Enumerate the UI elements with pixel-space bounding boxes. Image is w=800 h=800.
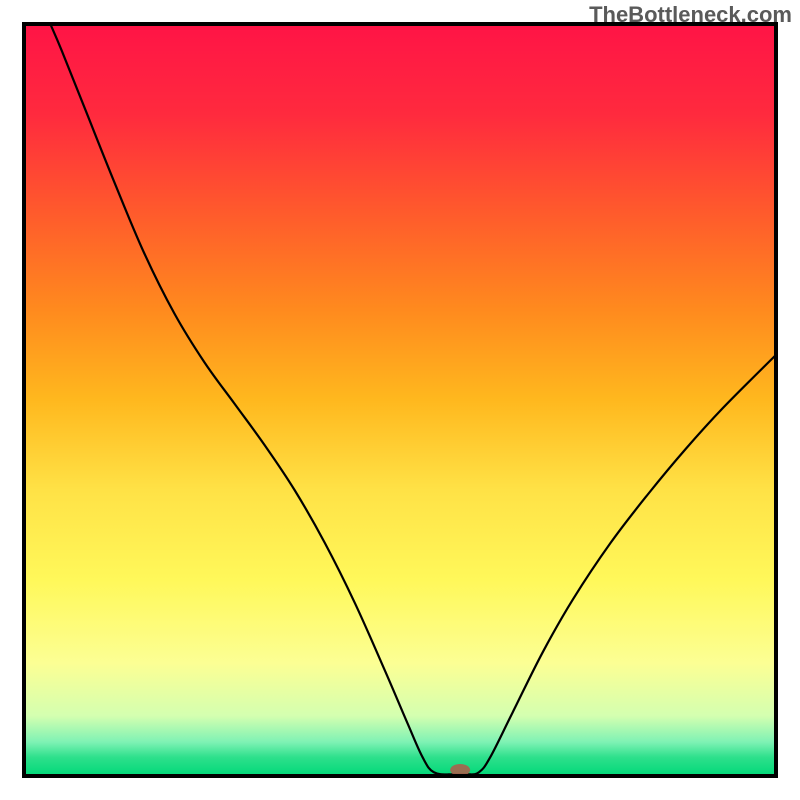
plot-background: [24, 24, 776, 776]
bottleneck-chart: TheBottleneck.com: [0, 0, 800, 800]
chart-svg: [0, 0, 800, 800]
watermark-text: TheBottleneck.com: [589, 2, 792, 28]
